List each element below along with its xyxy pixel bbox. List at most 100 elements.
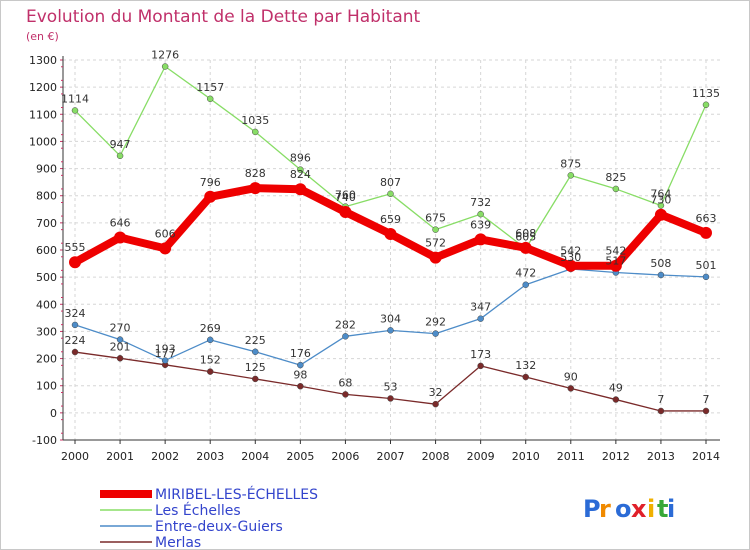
logo-letter: t <box>657 495 668 523</box>
data-label: 347 <box>470 301 491 314</box>
data-point <box>432 226 439 233</box>
data-point <box>71 107 79 114</box>
data-point <box>71 321 79 329</box>
logo-letter: x <box>631 495 647 523</box>
data-point <box>114 231 127 244</box>
data-label: 807 <box>380 176 401 189</box>
data-point <box>429 251 442 264</box>
x-tick-label: 2008 <box>422 450 450 463</box>
data-label: 572 <box>425 237 446 250</box>
x-tick-label: 2002 <box>151 450 179 463</box>
data-point <box>567 172 575 179</box>
data-point <box>297 383 304 390</box>
data-point <box>654 208 667 221</box>
data-point <box>612 396 620 403</box>
data-label: 173 <box>470 348 491 361</box>
data-point <box>612 185 620 193</box>
data-point <box>339 206 352 218</box>
data-point <box>387 190 394 198</box>
data-point <box>116 336 124 343</box>
data-point <box>477 315 484 322</box>
data-label: 304 <box>380 312 401 325</box>
data-label: 639 <box>470 218 491 231</box>
data-point <box>522 281 529 288</box>
data-label: 201 <box>110 340 131 353</box>
legend-label: MIRIBEL-LES-ÉCHELLES <box>155 486 318 503</box>
data-point <box>657 407 665 415</box>
logo-letter: P <box>583 495 601 523</box>
data-point <box>71 348 79 356</box>
data-point <box>206 95 214 103</box>
data-point <box>297 166 304 173</box>
x-tick-label: 2010 <box>512 450 540 463</box>
y-tick-label: 1100 <box>29 108 57 121</box>
data-point <box>522 373 529 381</box>
data-point <box>252 348 259 356</box>
data-label: 1035 <box>241 114 269 127</box>
y-tick-label: 500 <box>36 271 57 284</box>
data-point <box>474 233 487 246</box>
data-label: 947 <box>110 138 131 151</box>
data-label: 90 <box>564 370 578 383</box>
chart-title: Evolution du Montant de la Dette par Hab… <box>26 7 421 27</box>
legend-label: Entre-deux-Guiers <box>155 519 283 535</box>
data-point <box>297 361 304 369</box>
data-label: 7 <box>703 393 710 406</box>
data-point <box>387 327 394 334</box>
data-label: 824 <box>290 168 311 181</box>
data-label: 98 <box>293 368 307 381</box>
logo-letter: o <box>615 495 632 523</box>
data-point <box>384 227 397 240</box>
data-point <box>477 362 484 370</box>
x-tick-label: 2012 <box>602 450 630 463</box>
data-point <box>161 357 169 364</box>
logo-letter: r <box>599 495 611 523</box>
data-label: 825 <box>605 171 626 184</box>
data-label: 796 <box>200 176 221 189</box>
x-tick-label: 2001 <box>106 450 134 463</box>
proxiti-logo: Pr o x i ti <box>583 495 675 523</box>
data-label: 542 <box>560 245 581 258</box>
data-point <box>387 395 394 402</box>
data-point <box>702 273 710 281</box>
data-label: 152 <box>200 354 221 367</box>
data-label: 508 <box>650 257 671 270</box>
data-point <box>700 226 712 239</box>
data-point <box>432 400 439 408</box>
data-label: 224 <box>65 334 86 347</box>
data-label: 32 <box>429 386 443 399</box>
data-label: 1135 <box>692 87 720 100</box>
data-point <box>294 183 307 196</box>
x-tick-label: 2000 <box>61 450 89 463</box>
data-point <box>702 407 710 415</box>
data-label: 875 <box>560 157 581 170</box>
data-label: 176 <box>290 347 311 360</box>
data-label: 292 <box>425 316 446 329</box>
data-label: 1114 <box>61 92 89 105</box>
data-label: 125 <box>245 361 266 374</box>
y-tick-label: 1300 <box>29 54 57 67</box>
data-point <box>116 355 124 362</box>
data-label: 530 <box>560 251 581 264</box>
data-point <box>657 202 665 209</box>
data-label: 555 <box>65 241 86 254</box>
data-point <box>477 210 484 218</box>
y-tick-label: -100 <box>32 434 57 447</box>
data-label: 7 <box>657 393 664 406</box>
data-label: 269 <box>200 322 221 335</box>
legend-label: Les Échelles <box>155 502 241 519</box>
data-label: 542 <box>605 245 626 258</box>
y-tick-label: 1000 <box>29 135 57 148</box>
data-label: 896 <box>290 152 311 165</box>
data-labels: 224 201 177 152 125 98 68 53 32 173 132 90 49 7 7 324 27… <box>61 49 720 406</box>
data-label: 1276 <box>151 49 179 62</box>
x-tick-label: 2006 <box>331 450 359 463</box>
y-tick-label: 900 <box>36 163 57 176</box>
data-label: 760 <box>335 189 356 202</box>
data-label: 225 <box>245 334 266 347</box>
data-point <box>159 242 172 255</box>
data-point <box>161 63 169 70</box>
data-label: 675 <box>425 212 446 225</box>
data-point <box>657 271 665 279</box>
